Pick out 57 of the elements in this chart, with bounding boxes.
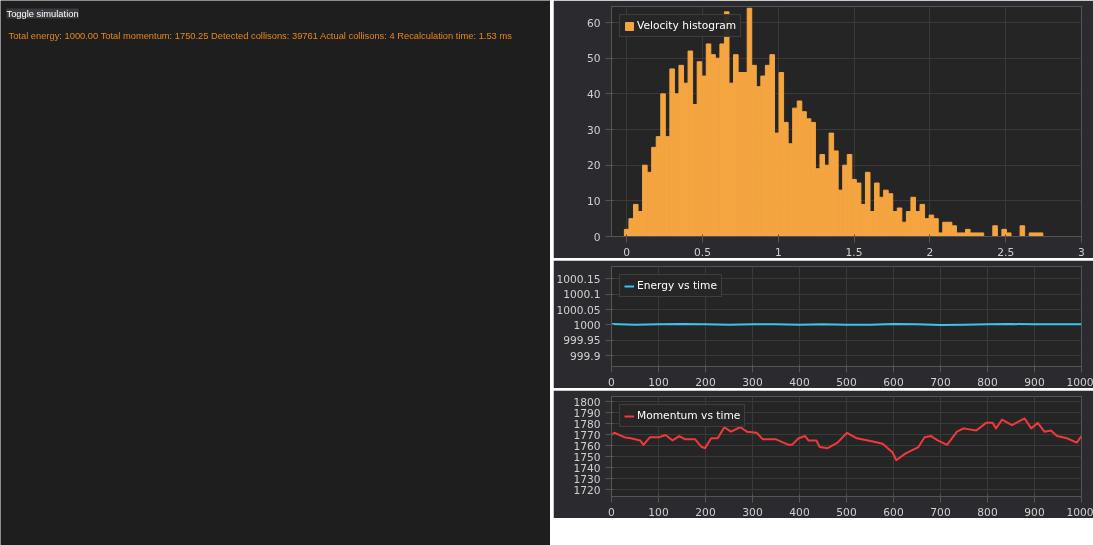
y-tick-label: 1790	[573, 406, 601, 420]
legend-label: Momentum vs time	[637, 409, 741, 422]
y-tick-label: 1780	[573, 417, 601, 431]
y-tick-label: 1000	[573, 318, 601, 332]
y-tick-label: 20	[586, 159, 601, 173]
x-tick-label: 900	[1024, 505, 1045, 519]
y-tick-label: 60	[586, 16, 601, 30]
x-tick-label: 700	[930, 505, 951, 519]
y-tick-label: 1760	[573, 439, 601, 453]
y-tick-label: 1000.1	[563, 288, 601, 302]
legend-label: Energy vs time	[637, 279, 718, 292]
x-tick-label: 2.5	[997, 245, 1015, 259]
x-tick-label: 200	[695, 375, 716, 389]
x-tick-label: 600	[883, 505, 904, 519]
x-tick-label: 900	[1024, 375, 1045, 389]
y-tick-label: 50	[586, 52, 601, 66]
x-tick-label: 1000	[1066, 375, 1093, 389]
x-tick-label: 300	[742, 375, 763, 389]
y-tick-label: 1730	[573, 472, 601, 486]
x-tick-label: 600	[883, 375, 904, 389]
y-tick-label: 30	[586, 123, 601, 137]
x-tick-label: 2	[926, 245, 934, 259]
x-tick-label: 400	[789, 375, 810, 389]
y-tick-label: 999.95	[563, 334, 601, 348]
x-tick-label: 3	[1078, 245, 1085, 259]
x-tick-label: 0	[608, 375, 616, 389]
x-tick-label: 100	[648, 505, 669, 519]
y-tick-label: 1720	[573, 483, 601, 497]
x-tick-label: 1.5	[845, 245, 863, 259]
x-tick-label: 200	[695, 505, 716, 519]
y-tick-label: 999.9	[569, 349, 601, 363]
x-tick-label: 400	[789, 505, 810, 519]
x-tick-label: 500	[836, 375, 857, 389]
y-tick-label: 1800	[573, 395, 601, 409]
x-tick-label: 1000	[1066, 505, 1093, 519]
x-tick-label: 100	[648, 375, 669, 389]
line-series	[611, 417, 1082, 462]
y-tick-label: 1770	[573, 428, 601, 442]
x-tick-label: 500	[836, 505, 857, 519]
y-tick-label: 0	[593, 230, 601, 244]
x-tick-label: 800	[977, 375, 998, 389]
text: Total energy: 1000.00 Total momentum: 1750.25 Detected collisons: 39761 Actual collisons: 4 Recalculation time: 1.53 ms	[8, 30, 513, 41]
x-tick-label: 700	[930, 375, 951, 389]
text: Toggle simulation	[6, 8, 79, 19]
x-tick-label: 1	[774, 245, 782, 259]
y-tick-label: 40	[586, 87, 601, 101]
y-tick-label: 10	[586, 194, 601, 208]
y-tick-label: 1000.15	[556, 272, 601, 286]
x-tick-label: 0	[608, 505, 616, 519]
x-tick-label: 0.5	[693, 245, 711, 259]
y-tick-label: 1000.05	[556, 303, 601, 317]
y-tick-label: 1750	[573, 450, 601, 464]
x-tick-label: 300	[742, 505, 763, 519]
x-tick-label: 0	[623, 245, 631, 259]
legend-label: Velocity histogram	[637, 19, 737, 32]
y-tick-label: 1740	[573, 461, 601, 475]
x-tick-label: 800	[977, 505, 998, 519]
